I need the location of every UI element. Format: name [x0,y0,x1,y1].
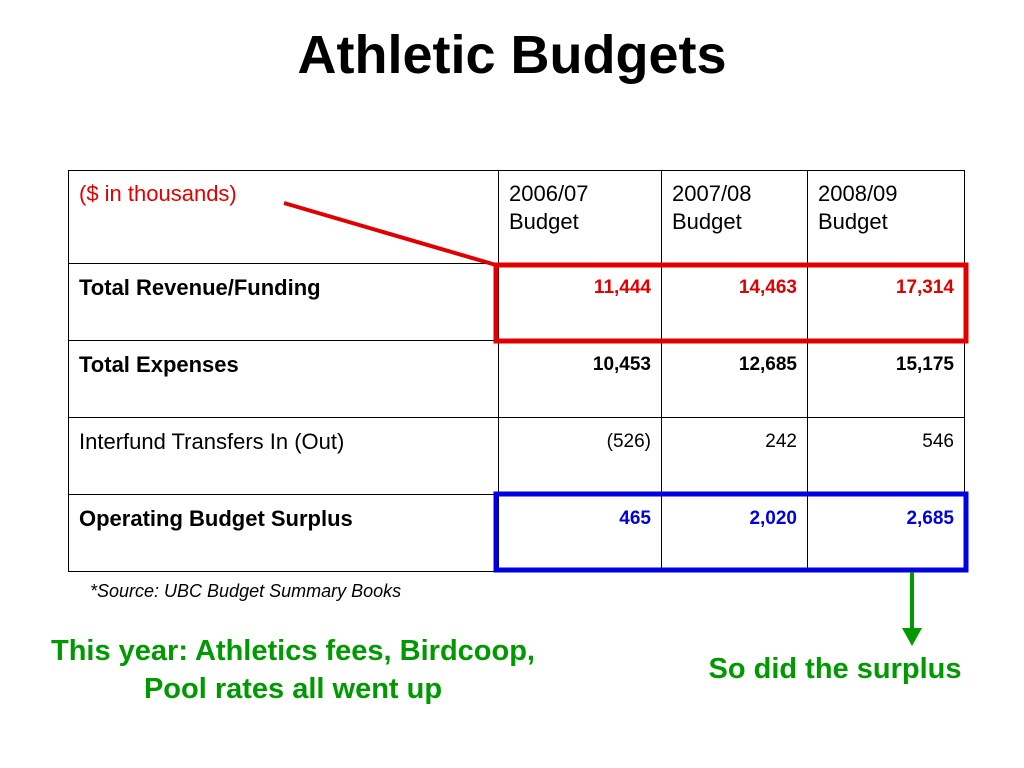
table-row: Total Expenses 10,453 12,685 15,175 [68,340,965,418]
row-label-interfund-transfers: Interfund Transfers In (Out) [68,417,499,495]
expenses-2007-08: 12,685 [661,340,808,418]
source-note: *Source: UBC Budget Summary Books [90,581,402,601]
fees-note: This year: Athletics fees, Birdcoop, Poo… [51,635,535,705]
row-label-operating-surplus: Operating Budget Surplus [68,494,499,572]
table-row: Operating Budget Surplus 465 2,020 2,685 [68,494,965,572]
budget-table: ($ in thousands) 2006/07 Budget 2007/08 … [68,170,965,572]
row-label-total-expenses: Total Expenses [68,340,499,418]
units-label: ($ in thousands) [68,170,499,264]
column-header-2007-08: 2007/08 Budget [661,170,808,264]
row-label-total-revenue: Total Revenue/Funding [68,263,499,341]
table-row: Interfund Transfers In (Out) (526) 242 5… [68,417,965,495]
transfers-2008-09: 546 [807,417,965,495]
table-header-row: ($ in thousands) 2006/07 Budget 2007/08 … [68,170,965,264]
surplus-2006-07: 465 [498,494,662,572]
transfers-2006-07: (526) [498,417,662,495]
expenses-2008-09: 15,175 [807,340,965,418]
slide-title: Athletic Budgets [297,25,727,85]
surplus-highlight-box [493,491,969,573]
pointer-line [283,201,497,267]
revenue-highlight-box [493,262,969,344]
revenue-2007-08: 14,463 [661,263,808,341]
revenue-2008-09: 17,314 [807,263,965,341]
transfers-2007-08: 242 [661,417,808,495]
surplus-2008-09: 2,685 [807,494,965,572]
down-arrow-icon [902,628,922,646]
table-row: Total Revenue/Funding 11,444 14,463 17,3… [68,263,965,341]
surplus-note: So did the surplus [708,653,962,685]
column-header-2008-09: 2008/09 Budget [807,170,965,264]
